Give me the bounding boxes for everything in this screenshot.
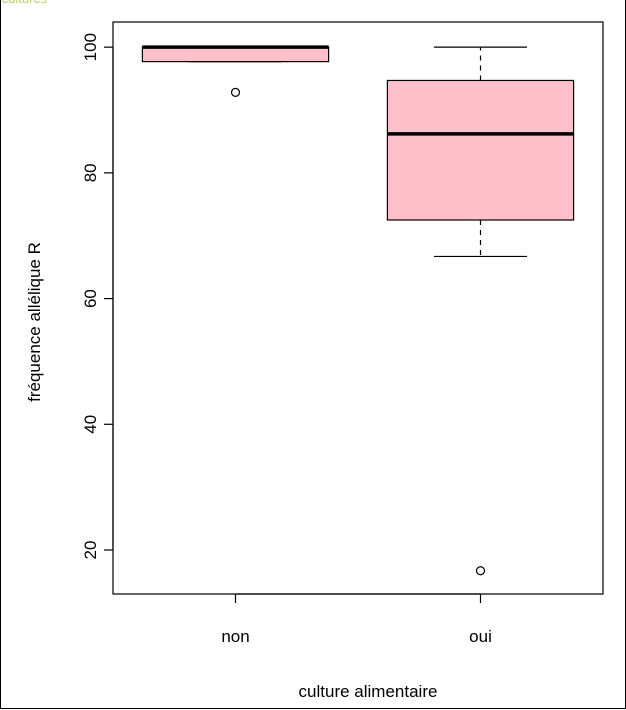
y-axis-title: fréquence allélique R [25, 242, 44, 402]
y-tick-label: 100 [81, 33, 100, 61]
x-tick-label: oui [469, 627, 492, 646]
outlier-point [475, 566, 486, 576]
figure-caption: cultures [2, 0, 48, 6]
y-tick-label: 40 [81, 415, 100, 434]
box-group-oui [386, 46, 575, 576]
y-axis: 20 40 60 80 100 [81, 33, 114, 560]
box-iqr [141, 46, 330, 63]
y-tick-label: 20 [81, 541, 100, 560]
y-tick-label: 60 [81, 289, 100, 308]
boxes [141, 45, 575, 576]
y-tick-label: 80 [81, 163, 100, 182]
x-axis: non oui [221, 593, 492, 646]
x-axis-title: culture alimentaire [299, 682, 438, 701]
x-tick-label: non [221, 627, 249, 646]
box-group-non [141, 45, 330, 98]
box-iqr [386, 79, 575, 221]
outlier-point [230, 87, 241, 98]
